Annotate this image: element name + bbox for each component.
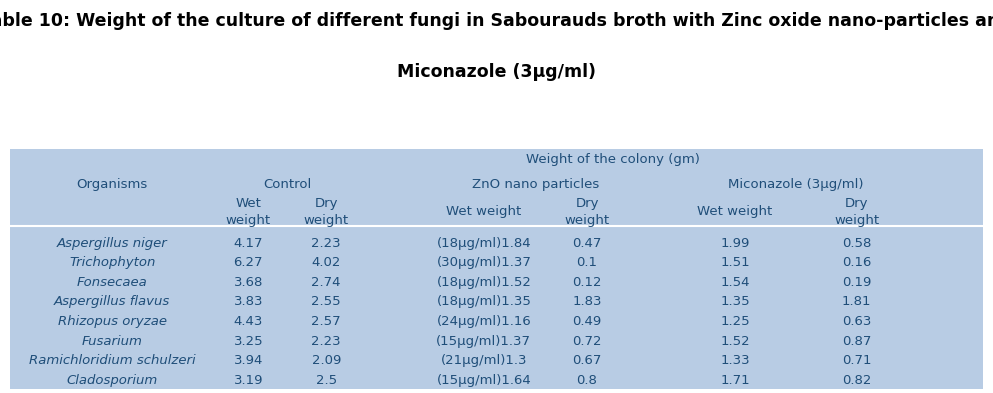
- Text: Dry
weight: Dry weight: [834, 197, 879, 227]
- Text: 1.81: 1.81: [842, 296, 871, 309]
- Text: 3.94: 3.94: [233, 354, 263, 367]
- Text: 1.35: 1.35: [720, 296, 750, 309]
- Text: 3.68: 3.68: [233, 276, 263, 289]
- Text: (18μg/ml)1.52: (18μg/ml)1.52: [436, 276, 531, 289]
- Text: 0.82: 0.82: [842, 374, 871, 387]
- Text: Aspergillus flavus: Aspergillus flavus: [54, 296, 170, 309]
- Text: 1.99: 1.99: [720, 237, 750, 250]
- Text: Aspergillus niger: Aspergillus niger: [57, 237, 168, 250]
- Text: Ramichloridium schulzeri: Ramichloridium schulzeri: [29, 354, 196, 367]
- Text: 0.87: 0.87: [842, 334, 871, 348]
- Text: (30μg/ml)1.37: (30μg/ml)1.37: [436, 256, 531, 269]
- Text: 4.43: 4.43: [233, 315, 263, 328]
- Text: (24μg/ml)1.16: (24μg/ml)1.16: [437, 315, 531, 328]
- Text: 2.23: 2.23: [312, 237, 341, 250]
- Text: 6.27: 6.27: [233, 256, 263, 269]
- Text: 4.17: 4.17: [233, 237, 263, 250]
- Text: 3.25: 3.25: [233, 334, 263, 348]
- Text: 1.33: 1.33: [720, 354, 750, 367]
- Text: Miconazole (3μg/ml): Miconazole (3μg/ml): [397, 63, 596, 81]
- Text: 1.71: 1.71: [720, 374, 750, 387]
- Text: (15μg/ml)1.64: (15μg/ml)1.64: [437, 374, 531, 387]
- Text: Wet weight: Wet weight: [446, 206, 521, 219]
- Text: 1.52: 1.52: [720, 334, 750, 348]
- Text: ZnO nano particles: ZnO nano particles: [472, 178, 599, 191]
- Text: 0.71: 0.71: [842, 354, 871, 367]
- Text: Dry
weight: Dry weight: [304, 197, 349, 227]
- Text: 2.57: 2.57: [312, 315, 341, 328]
- Text: 0.72: 0.72: [572, 334, 602, 348]
- Text: 3.19: 3.19: [233, 374, 263, 387]
- Text: (21μg/ml)1.3: (21μg/ml)1.3: [441, 354, 527, 367]
- Text: 2.55: 2.55: [312, 296, 341, 309]
- Text: Fusarium: Fusarium: [81, 334, 143, 348]
- Text: Organisms: Organisms: [76, 178, 148, 191]
- Text: Control: Control: [263, 178, 312, 191]
- Text: 0.67: 0.67: [572, 354, 602, 367]
- Text: Rhizopus oryzae: Rhizopus oryzae: [58, 315, 167, 328]
- Text: 3.83: 3.83: [233, 296, 263, 309]
- Text: 0.58: 0.58: [842, 237, 871, 250]
- Text: 1.83: 1.83: [572, 296, 602, 309]
- Text: Dry
weight: Dry weight: [564, 197, 610, 227]
- Text: Wet
weight: Wet weight: [225, 197, 271, 227]
- Text: Cladosporium: Cladosporium: [67, 374, 158, 387]
- Text: (15μg/ml)1.37: (15μg/ml)1.37: [436, 334, 531, 348]
- Text: 2.09: 2.09: [312, 354, 341, 367]
- Text: Trichophyton: Trichophyton: [69, 256, 155, 269]
- Text: Weight of the colony (gm): Weight of the colony (gm): [526, 153, 700, 166]
- Text: 0.16: 0.16: [842, 256, 871, 269]
- Text: 0.49: 0.49: [572, 315, 602, 328]
- Text: Fonsecaea: Fonsecaea: [76, 276, 148, 289]
- Text: 1.25: 1.25: [720, 315, 750, 328]
- FancyBboxPatch shape: [10, 149, 983, 389]
- Text: 0.19: 0.19: [842, 276, 871, 289]
- Text: 0.63: 0.63: [842, 315, 871, 328]
- Text: (18μg/ml)1.35: (18μg/ml)1.35: [436, 296, 531, 309]
- Text: Table 10: Weight of the culture of different fungi in Sabourauds broth with Zinc: Table 10: Weight of the culture of diffe…: [0, 12, 993, 30]
- Text: 2.74: 2.74: [312, 276, 341, 289]
- Text: 2.23: 2.23: [312, 334, 341, 348]
- Text: 1.54: 1.54: [720, 276, 750, 289]
- Text: Wet weight: Wet weight: [697, 206, 773, 219]
- Text: 0.1: 0.1: [577, 256, 598, 269]
- Text: 0.47: 0.47: [572, 237, 602, 250]
- Text: 2.5: 2.5: [316, 374, 337, 387]
- Text: 4.02: 4.02: [312, 256, 341, 269]
- Text: 0.8: 0.8: [577, 374, 598, 387]
- Text: 1.51: 1.51: [720, 256, 750, 269]
- Text: Miconazole (3μg/ml): Miconazole (3μg/ml): [728, 178, 864, 191]
- Text: 0.12: 0.12: [572, 276, 602, 289]
- Text: (18μg/ml)1.84: (18μg/ml)1.84: [437, 237, 531, 250]
